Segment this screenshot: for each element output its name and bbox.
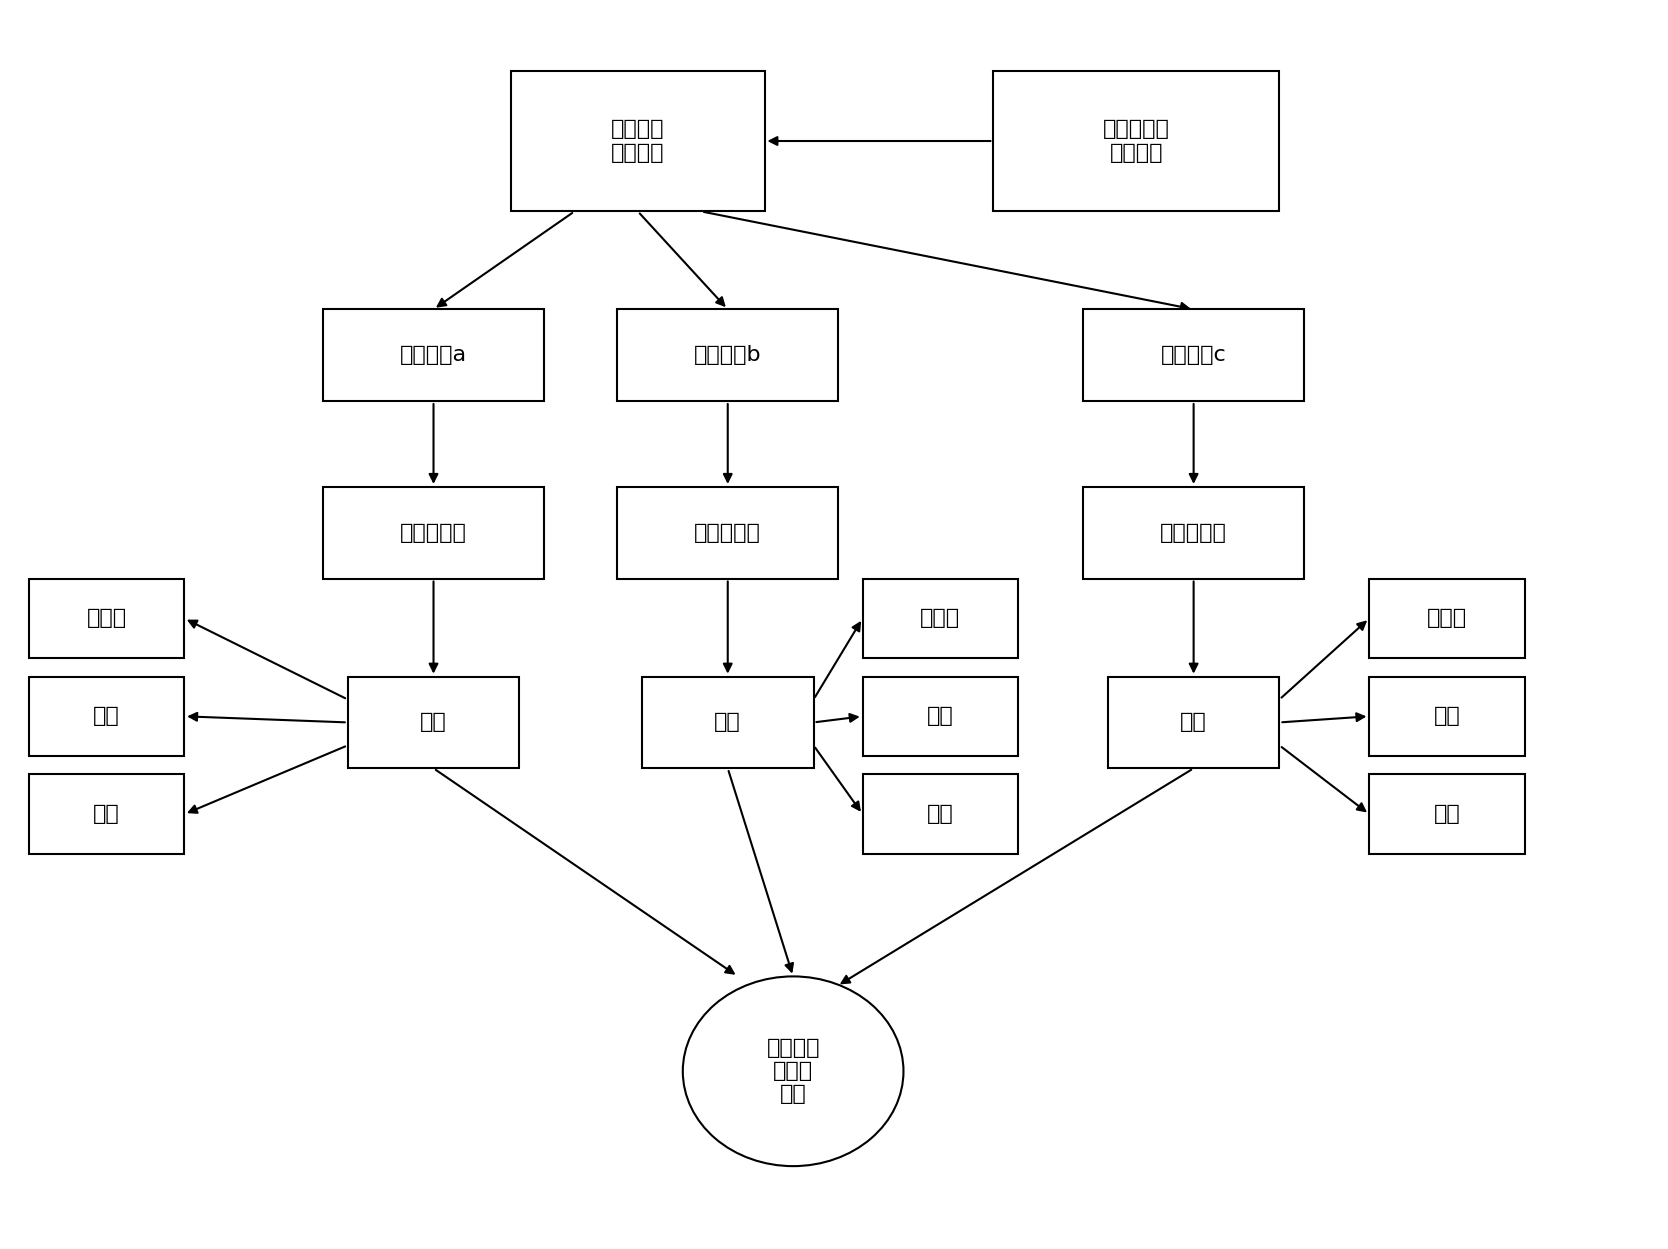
Text: 二轮时部件: 二轮时部件 (400, 522, 467, 543)
Text: 卫星授时及
导航信号: 卫星授时及 导航信号 (1103, 120, 1169, 162)
Bar (862, 774, 1017, 854)
Bar (994, 71, 1279, 211)
Bar (862, 578, 1017, 658)
Bar (1369, 774, 1525, 854)
Bar (324, 487, 544, 578)
Text: 纬度: 纬度 (927, 804, 954, 824)
Text: 电机转子b: 电机转子b (694, 345, 762, 365)
Bar (347, 677, 519, 768)
Text: 纬度: 纬度 (93, 804, 120, 824)
Bar (1083, 310, 1304, 401)
Text: 指南针: 指南针 (1426, 608, 1468, 628)
Bar (324, 310, 544, 401)
Bar (642, 677, 814, 768)
Ellipse shape (682, 977, 904, 1167)
Bar (28, 774, 183, 854)
Text: 机芯电子
运算芯片: 机芯电子 运算芯片 (610, 120, 664, 162)
Bar (1369, 578, 1525, 658)
Text: 分针: 分针 (714, 712, 741, 732)
Bar (862, 677, 1017, 756)
Text: 电机转子a: 电机转子a (400, 345, 467, 365)
Text: 指南针: 指南针 (87, 608, 127, 628)
Text: 经度: 经度 (927, 706, 954, 727)
Bar (617, 310, 837, 401)
Text: 秒针: 秒针 (1181, 712, 1208, 732)
Bar (617, 487, 837, 578)
Text: 二轮分部件: 二轮分部件 (694, 522, 761, 543)
Bar (510, 71, 764, 211)
Bar (1369, 677, 1525, 756)
Text: 机芯时、
分、秒
显示: 机芯时、 分、秒 显示 (766, 1038, 821, 1104)
Text: 时针: 时针 (420, 712, 447, 732)
Text: 经度: 经度 (1433, 706, 1461, 727)
Text: 经度: 经度 (93, 706, 120, 727)
Text: 指南针: 指南针 (921, 608, 961, 628)
Bar (1083, 487, 1304, 578)
Text: 二轮秒部件: 二轮秒部件 (1161, 522, 1228, 543)
Text: 纬度: 纬度 (1433, 804, 1461, 824)
Text: 电机转子c: 电机转子c (1161, 345, 1226, 365)
Bar (28, 578, 183, 658)
Bar (28, 677, 183, 756)
Bar (1108, 677, 1279, 768)
